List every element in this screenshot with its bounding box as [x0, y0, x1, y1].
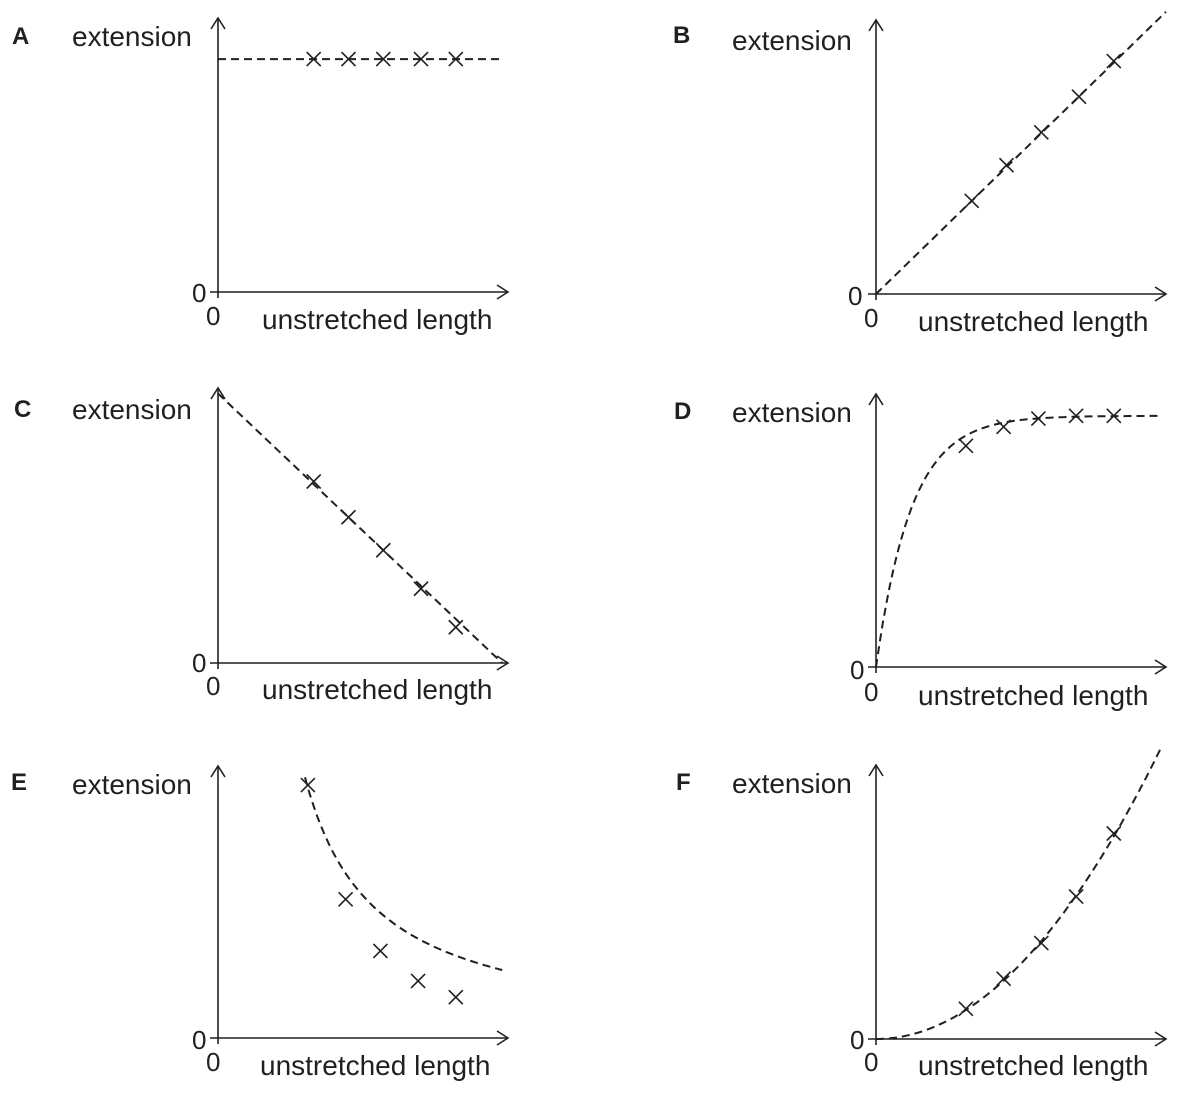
- x-axis-label: unstretched length: [918, 680, 1149, 711]
- data-point: [958, 1001, 974, 1017]
- trend-line: [217, 392, 503, 664]
- data-point: [1071, 89, 1087, 105]
- x-origin-label: 0: [864, 677, 879, 707]
- trend-line: [304, 777, 503, 971]
- data-point: [410, 973, 426, 989]
- y-origin-label: 0: [850, 655, 865, 685]
- data-point: [958, 438, 974, 454]
- y-axis-label: extension: [732, 397, 852, 428]
- x-axis-arrow: [1154, 659, 1168, 675]
- y-axis-label: extension: [732, 25, 852, 56]
- data-point: [996, 419, 1012, 435]
- x-axis-label: unstretched length: [260, 1050, 491, 1081]
- graph-plot: [210, 16, 510, 300]
- data-point: [1106, 408, 1122, 424]
- data-point: [300, 777, 316, 793]
- data-point: [375, 51, 391, 67]
- x-axis-label: unstretched length: [262, 674, 493, 705]
- panel-label: A: [12, 23, 30, 50]
- y-origin-label: 0: [850, 1025, 865, 1055]
- y-axis-label: extension: [732, 768, 852, 799]
- data-point: [372, 943, 388, 959]
- graph-panel-d: D extension 0 0 unstretched length: [660, 382, 1180, 727]
- data-point: [448, 619, 464, 635]
- trend-line: [875, 414, 1161, 668]
- x-axis-arrow: [1154, 1031, 1168, 1047]
- x-axis-label: unstretched length: [262, 304, 493, 335]
- data-point: [1030, 411, 1046, 427]
- x-origin-label: 0: [206, 301, 221, 331]
- graph-plot: [210, 386, 510, 671]
- x-origin-label: 0: [206, 671, 221, 701]
- data-point: [413, 51, 429, 67]
- data-point: [413, 581, 429, 597]
- graph-plot: [868, 392, 1168, 675]
- panel-label: D: [674, 398, 692, 425]
- y-axis-arrow: [210, 386, 226, 400]
- data-point: [340, 509, 357, 525]
- y-axis-arrow: [868, 763, 884, 777]
- data-point: [1033, 935, 1049, 951]
- y-axis-arrow: [868, 392, 884, 406]
- graph-panel-e: E extension 0 0 unstretched length: [0, 752, 560, 1097]
- y-origin-label: 0: [848, 281, 863, 311]
- panel-label: C: [14, 396, 32, 423]
- y-axis-arrow: [210, 764, 226, 778]
- y-axis-arrow: [210, 16, 226, 30]
- trend-line: [875, 11, 1167, 295]
- graph-plot: [210, 764, 510, 1046]
- x-axis-label: unstretched length: [918, 306, 1149, 337]
- data-point: [340, 51, 357, 67]
- y-axis-label: extension: [72, 394, 192, 425]
- y-axis-label: extension: [72, 21, 192, 52]
- data-point: [1068, 888, 1084, 905]
- y-origin-label: 0: [192, 278, 207, 308]
- panel-label: B: [673, 22, 691, 49]
- data-point: [375, 542, 391, 558]
- x-axis-arrow: [496, 655, 510, 671]
- data-point: [338, 891, 354, 907]
- data-point: [1068, 408, 1084, 424]
- data-point: [1033, 124, 1049, 140]
- graph-panel-a: A extension 0 0 unstretched length: [0, 8, 560, 353]
- data-point: [448, 51, 464, 67]
- x-axis-arrow: [496, 1030, 510, 1046]
- x-axis-label: unstretched length: [918, 1050, 1149, 1081]
- graph-panel-c: C extension 0 0 unstretched length: [0, 378, 560, 723]
- graph-panel-f: F extension 0 0 unstretched length: [660, 749, 1180, 1097]
- x-axis-arrow: [496, 284, 510, 300]
- y-axis-label: extension: [72, 769, 192, 800]
- data-point: [998, 157, 1015, 173]
- data-point: [1106, 53, 1122, 69]
- x-origin-label: 0: [206, 1047, 221, 1077]
- graph-plot: [868, 749, 1168, 1047]
- data-point: [1106, 825, 1122, 842]
- data-point: [448, 989, 464, 1005]
- x-origin-label: 0: [864, 1047, 879, 1077]
- y-origin-label: 0: [192, 648, 207, 678]
- data-point: [996, 971, 1012, 987]
- graph-panel-b: B extension 0 0 unstretched length: [660, 10, 1180, 355]
- x-origin-label: 0: [864, 303, 879, 333]
- y-axis-arrow: [868, 18, 884, 32]
- panel-label: E: [11, 769, 28, 796]
- x-axis-arrow: [1154, 286, 1168, 302]
- data-point: [306, 473, 322, 490]
- data-point: [964, 193, 980, 209]
- graph-plot: [868, 11, 1168, 302]
- trend-line: [876, 749, 1162, 1040]
- panel-label: F: [676, 769, 691, 796]
- y-origin-label: 0: [192, 1025, 207, 1055]
- data-point: [306, 51, 322, 67]
